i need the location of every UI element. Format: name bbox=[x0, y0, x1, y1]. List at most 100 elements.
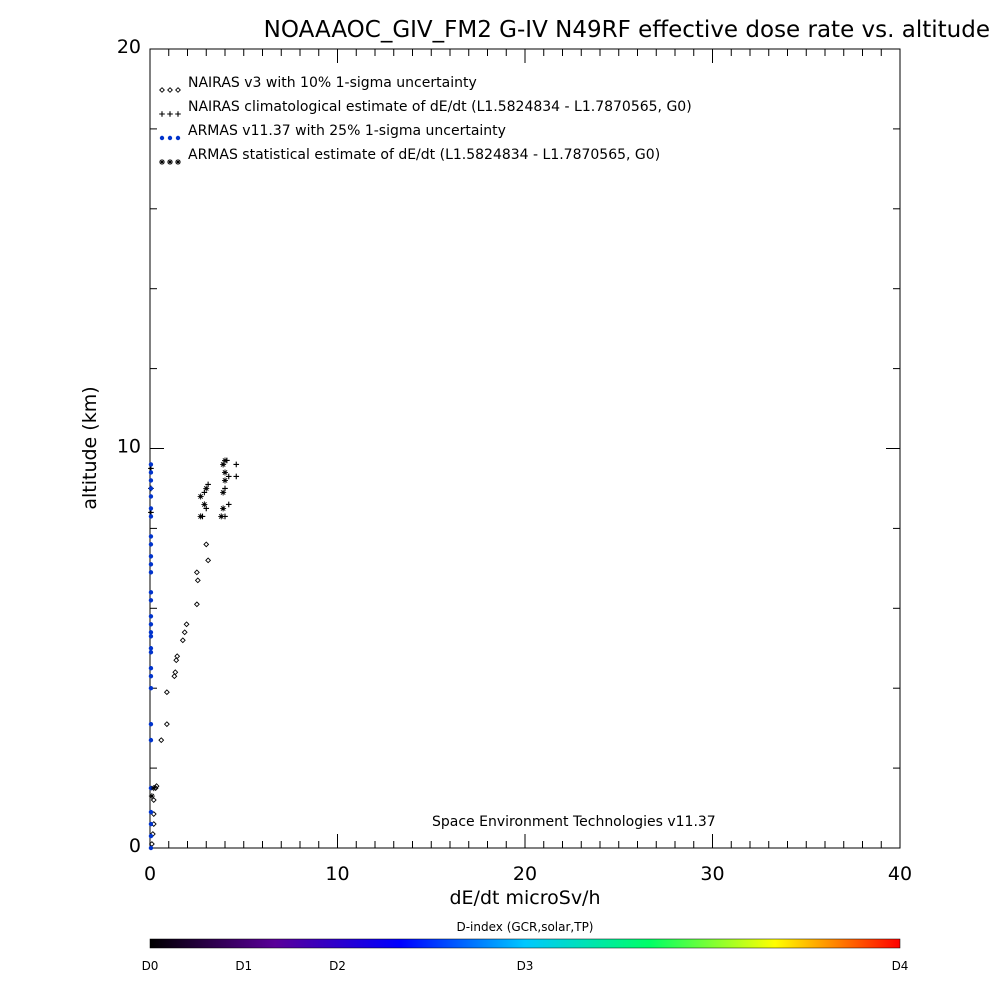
colorbar-tick-label: D3 bbox=[517, 959, 534, 973]
legend-label: NAIRAS v3 with 10% 1-sigma uncertainty bbox=[188, 75, 477, 91]
data-point bbox=[220, 505, 227, 512]
y-axis-label: altitude (km) bbox=[79, 386, 101, 509]
data-point bbox=[222, 469, 228, 476]
credit-annotation: Space Environment Technologies v11.37 bbox=[432, 814, 716, 830]
legend-item: NAIRAS v3 with 10% 1-sigma uncertainty bbox=[159, 75, 477, 93]
series-3 bbox=[148, 457, 228, 800]
legend-label: ARMAS statistical estimate of dE/dt (L1.… bbox=[188, 147, 660, 163]
data-point bbox=[173, 657, 180, 664]
chart-title: NOAAAOC_GIV_FM2 G-IV N49RF effective dos… bbox=[264, 17, 990, 43]
x-tick-label: 20 bbox=[513, 863, 537, 885]
legend: NAIRAS v3 with 10% 1-sigma uncertainty NA… bbox=[159, 75, 692, 165]
data-point bbox=[218, 513, 225, 520]
y-tick-label: 20 bbox=[117, 36, 141, 58]
colorbar-ticks: D0 D1 D2 D3 D4 bbox=[142, 959, 909, 973]
data-point bbox=[220, 461, 227, 468]
data-point bbox=[163, 689, 170, 696]
legend-label: ARMAS v11.37 with 25% 1-sigma uncertaint… bbox=[188, 123, 506, 139]
colorbar-tick-label: D4 bbox=[892, 959, 909, 973]
legend-marker bbox=[167, 111, 173, 117]
data-point bbox=[222, 477, 228, 484]
data-point bbox=[225, 473, 232, 480]
x-axis-label: dE/dt microSv/h bbox=[449, 887, 600, 909]
legend-marker bbox=[175, 87, 181, 93]
legend-marker bbox=[175, 111, 181, 117]
data-point bbox=[158, 737, 165, 744]
data-point bbox=[197, 493, 204, 500]
data-point bbox=[148, 534, 154, 539]
data-point bbox=[148, 650, 154, 655]
y-tick-label: 10 bbox=[117, 436, 141, 458]
data-point bbox=[148, 634, 154, 639]
data-point bbox=[179, 637, 186, 644]
data-point bbox=[148, 542, 154, 547]
series-1 bbox=[148, 457, 240, 520]
legend-marker bbox=[167, 87, 173, 93]
x-tick-label: 0 bbox=[144, 863, 156, 885]
data-point bbox=[163, 721, 170, 728]
data-point bbox=[148, 486, 154, 491]
data-point bbox=[148, 674, 154, 679]
data-point bbox=[193, 569, 200, 576]
data-point bbox=[181, 629, 188, 636]
data-points bbox=[148, 457, 240, 851]
data-point bbox=[203, 485, 210, 492]
data-point bbox=[201, 501, 208, 508]
legend-marker bbox=[159, 159, 165, 165]
legend-marker bbox=[159, 135, 165, 141]
legend-marker bbox=[159, 87, 165, 93]
legend-item: ARMAS statistical estimate of dE/dt (L1.… bbox=[159, 147, 660, 165]
data-point bbox=[148, 630, 154, 635]
data-point bbox=[148, 470, 154, 475]
data-point bbox=[233, 473, 240, 480]
data-point bbox=[148, 598, 154, 603]
data-point bbox=[233, 461, 240, 468]
data-point bbox=[148, 554, 154, 559]
colorbar bbox=[149, 938, 901, 949]
data-point bbox=[203, 541, 210, 548]
legend-marker bbox=[159, 111, 165, 117]
legend-item: NAIRAS climatological estimate of dE/dt … bbox=[159, 99, 692, 117]
x-tick-label: 30 bbox=[700, 863, 724, 885]
data-point bbox=[148, 721, 154, 727]
legend-label: NAIRAS climatological estimate of dE/dt … bbox=[188, 99, 692, 115]
data-point bbox=[148, 514, 154, 519]
data-point bbox=[225, 501, 232, 508]
data-point bbox=[197, 513, 204, 520]
colorbar-tick-label: D1 bbox=[235, 959, 252, 973]
data-point bbox=[148, 821, 154, 827]
data-point bbox=[183, 621, 190, 628]
data-point bbox=[148, 462, 154, 467]
colorbar-tick-label: D2 bbox=[329, 959, 346, 973]
data-point bbox=[150, 785, 157, 792]
data-point bbox=[148, 686, 154, 691]
data-point bbox=[150, 797, 157, 803]
data-point bbox=[148, 494, 154, 499]
axis-ticks bbox=[149, 48, 901, 849]
data-point bbox=[148, 833, 154, 839]
data-point bbox=[148, 646, 154, 651]
data-point bbox=[220, 489, 227, 496]
data-point bbox=[172, 669, 179, 676]
data-point bbox=[148, 562, 154, 567]
legend-marker bbox=[175, 159, 181, 165]
legend-marker bbox=[167, 135, 173, 141]
data-point bbox=[148, 809, 154, 815]
data-point bbox=[171, 673, 178, 680]
data-point bbox=[205, 557, 212, 564]
data-point bbox=[148, 845, 154, 851]
data-point bbox=[148, 478, 154, 483]
data-point bbox=[194, 577, 201, 584]
data-point bbox=[148, 737, 154, 743]
series-2 bbox=[148, 462, 154, 851]
series-0 bbox=[148, 541, 212, 847]
data-point bbox=[148, 622, 154, 627]
data-point bbox=[148, 590, 154, 595]
x-tick-label: 40 bbox=[888, 863, 912, 885]
data-point bbox=[174, 653, 181, 660]
legend-marker bbox=[167, 159, 173, 165]
data-point bbox=[222, 457, 228, 464]
data-point bbox=[148, 666, 154, 671]
data-point bbox=[148, 506, 154, 511]
y-tick-label: 0 bbox=[129, 835, 141, 857]
